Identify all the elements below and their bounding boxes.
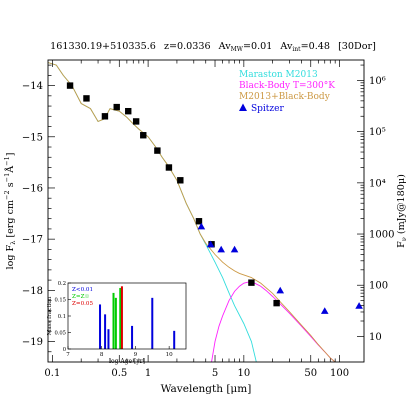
title-av-int-sub: int <box>292 46 301 53</box>
inset-y-tick-label: 0.05 <box>54 331 66 337</box>
inset-bar <box>107 329 110 349</box>
model-curves <box>48 62 336 362</box>
photometry-point <box>154 147 161 154</box>
photometry-point <box>195 218 203 225</box>
title-av-mw-sub: MW <box>231 46 244 53</box>
series-line-2 <box>48 62 336 362</box>
x-axis-label: Wavelength [μm] <box>161 383 252 395</box>
inset-legend-solar-z: Z=Z☉ <box>72 293 89 300</box>
inset-bar <box>104 314 107 349</box>
y-axis-label: log Fλ [erg cm−2 s−1Å−1] <box>3 153 17 270</box>
inset-y-tick-label: 0 <box>63 347 66 353</box>
photometry-point <box>248 279 255 286</box>
right-tick-label: 10 <box>369 332 382 343</box>
photometry-points <box>66 82 363 314</box>
right-tick-label: 10⁴ <box>369 178 386 189</box>
x-tick-label: 0.5 <box>111 368 127 379</box>
x-tick-label: 1 <box>145 368 151 379</box>
title-template: [30Dor] <box>338 41 376 52</box>
inset-y-label: Mass fraction <box>47 296 53 335</box>
inset-bar <box>151 297 154 349</box>
right-tick-label: 10⁵ <box>369 127 386 138</box>
photometry-point <box>83 95 90 102</box>
inset-x-tick-label: 8 <box>100 352 104 358</box>
inset-bar <box>112 292 115 349</box>
inset-bar <box>119 287 122 349</box>
photometry-point <box>125 107 132 115</box>
legend: Maraston M2013 Black-Body T=300°K M2013+… <box>239 70 335 114</box>
x-tick-label: 5 <box>212 368 218 379</box>
inset-ticks: 7 8 9 10 0 0.05 0.1 0.15 0.2 <box>54 281 173 358</box>
photometry-point <box>273 299 280 307</box>
right-axis-label: Fν (mJy@180μ) <box>396 174 408 248</box>
spitzer-point <box>320 307 329 314</box>
inset-bar <box>99 304 102 349</box>
inset-y-tick-label: 0.15 <box>54 298 66 304</box>
spitzer-point <box>355 302 363 309</box>
inset-bar <box>114 297 117 349</box>
y-tick-label: −18 <box>22 286 43 297</box>
spitzer-point <box>276 286 285 294</box>
y-tick-label: −15 <box>22 132 43 143</box>
inset-y-tick-label: 0.2 <box>58 281 66 287</box>
y-tick-label: −16 <box>22 183 43 194</box>
title-av-int-value: =0.48 <box>301 41 330 52</box>
inset-x-tick-label: 10 <box>166 352 174 358</box>
photometry-point <box>113 103 120 111</box>
photometry-point <box>177 177 184 184</box>
inset-x-tick-label: 9 <box>134 352 138 358</box>
series-line-1 <box>211 281 336 362</box>
axis-tick-labels: 0.1 0.5 1 5 10 50 100−19−18−17−16−15−141010010… <box>22 76 395 379</box>
y-tick-label: −17 <box>22 235 43 246</box>
inset-bar <box>131 325 134 349</box>
photometry-point <box>101 113 109 120</box>
x-tick-label: 100 <box>330 368 349 379</box>
age-histogram-inset: 7 8 9 1000.050.10.150.2 Z<0.01 Z=Z☉ Z=0.05 … <box>47 281 187 365</box>
inset-y-tick-label: 0.1 <box>58 314 66 320</box>
right-tick-label: 100 <box>369 281 388 292</box>
legend-spitzer: Spitzer <box>251 104 284 114</box>
photometry-point <box>66 82 74 89</box>
inset-bars <box>99 286 176 349</box>
legend-blackbody: Black-Body T=300°K <box>239 81 335 91</box>
inset-legend-low-z: Z<0.01 <box>72 287 93 293</box>
spitzer-point <box>206 240 215 248</box>
inset-legend-high-z: Z=0.05 <box>72 301 93 307</box>
legend-sum: M2013+Black-Body <box>239 92 331 102</box>
x-tick-label: 0.1 <box>44 368 60 379</box>
y-tick-label: −19 <box>22 337 43 348</box>
photometry-point <box>165 164 173 171</box>
title-object: 161330.19+510335.6 <box>50 41 156 52</box>
inset-x-label: log Age [yr] <box>109 358 145 365</box>
y-tick-label: −14 <box>22 81 43 92</box>
spitzer-point <box>230 245 239 253</box>
right-tick-label: 10⁶ <box>369 76 386 87</box>
legend-maraston: Maraston M2013 <box>239 70 318 80</box>
title-av-mw-prefix: Av <box>218 41 232 52</box>
inset-background <box>68 283 186 349</box>
chart-title: 161330.19+510335.6 z=0.0336 AvMW=0.01 Av… <box>50 41 376 53</box>
axis-ticks <box>48 60 364 362</box>
inset-bar <box>120 286 123 349</box>
inset-x-tick-label: 7 <box>66 352 70 358</box>
title-redshift: z=0.0336 <box>164 41 211 52</box>
x-tick-label: 50 <box>304 368 317 379</box>
photometry-point <box>132 118 140 125</box>
title-av-int-prefix: Av <box>279 41 293 52</box>
x-tick-label: 10 <box>237 368 250 379</box>
spitzer-point <box>197 222 206 230</box>
title-av-mw-value: =0.01 <box>243 41 272 52</box>
right-tick-label: 1000 <box>369 230 394 241</box>
legend-spitzer-marker <box>239 103 247 111</box>
spitzer-point <box>217 245 225 253</box>
inset-bar <box>173 330 176 349</box>
photometry-point <box>140 132 147 139</box>
